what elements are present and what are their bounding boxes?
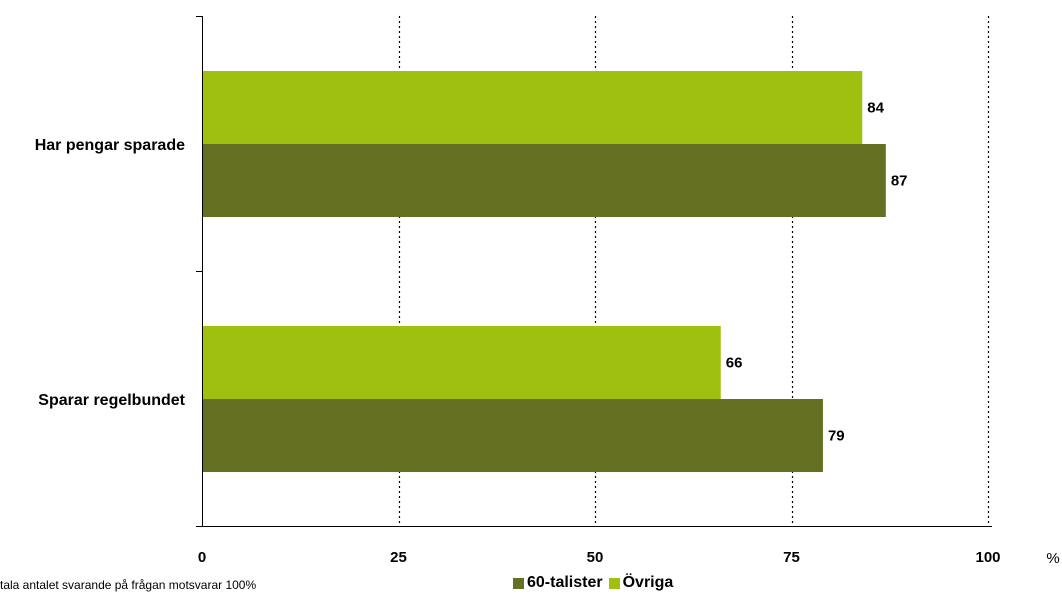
x-tick-label-100: 100 [975, 549, 1000, 566]
x-tick-label-50: 50 [587, 549, 604, 566]
footnote: tala antalet svarande på frågan motsvara… [0, 578, 257, 592]
legend-swatch-ovriga [608, 577, 620, 589]
bar-ovriga-1 [202, 71, 863, 144]
data-label-60-talister-2: 79 [828, 428, 845, 445]
bar-ovriga-2 [202, 326, 721, 399]
labels: 84 87 Har pengar sparade 66 79 Sparar regelbu… [35, 100, 1060, 568]
data-label-60-talister-1: 87 [891, 173, 908, 190]
bars [202, 71, 886, 472]
axes [196, 16, 992, 527]
category-label-1: Har pengar sparade [35, 137, 185, 154]
x-tick-label-25: 25 [390, 549, 407, 566]
legend: 60-talister Övriga [513, 574, 679, 592]
data-label-ovriga-1: 84 [867, 100, 884, 117]
legend-label-ovriga: Övriga [622, 574, 674, 591]
data-label-ovriga-2: 66 [726, 355, 743, 372]
legend-item-60-talister: 60-talister [513, 574, 603, 592]
bar-60-talister-1 [202, 144, 886, 217]
x-unit-label: % [1046, 550, 1059, 567]
bar-60-talister-2 [202, 399, 823, 472]
x-tick-label-0: 0 [198, 549, 206, 566]
legend-label-60-talister: 60-talister [527, 574, 603, 591]
legend-swatch-60-talister [513, 577, 524, 589]
x-tick-label-75: 75 [783, 549, 800, 566]
category-label-2: Sparar regelbundet [38, 392, 185, 409]
legend-item-ovriga: Övriga [608, 574, 674, 592]
